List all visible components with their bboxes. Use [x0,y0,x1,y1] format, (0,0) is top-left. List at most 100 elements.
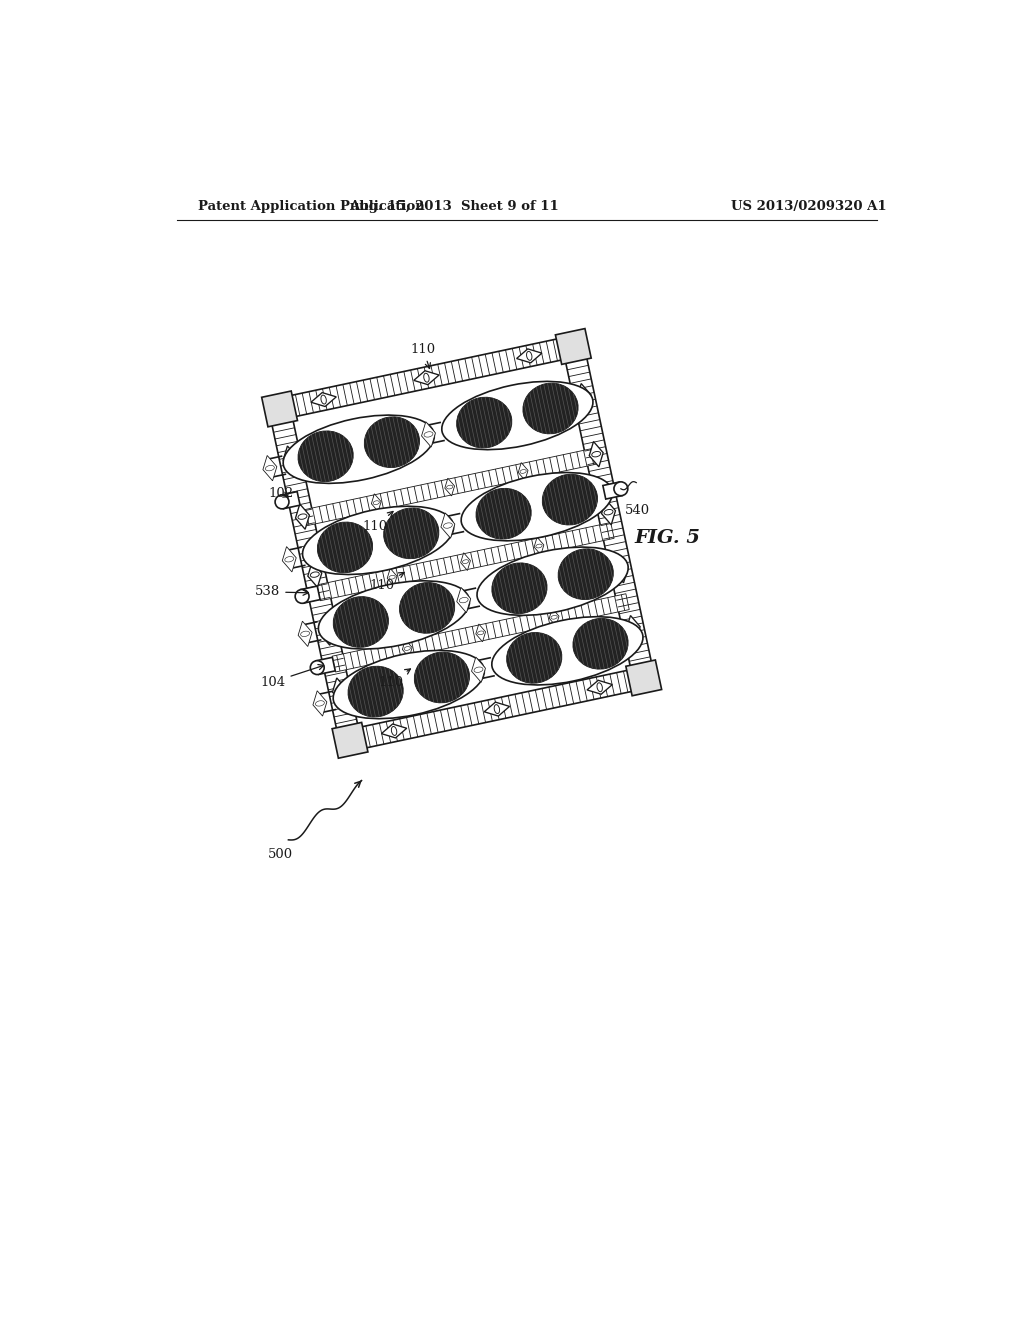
Ellipse shape [415,652,470,702]
Ellipse shape [536,544,542,548]
Polygon shape [414,371,439,384]
Ellipse shape [526,351,531,360]
Text: 538: 538 [255,585,308,598]
Ellipse shape [424,374,429,383]
Polygon shape [587,680,612,694]
Text: 110: 110 [411,343,436,368]
Ellipse shape [302,507,454,574]
Ellipse shape [335,688,344,693]
Polygon shape [457,587,471,612]
Polygon shape [284,446,297,471]
Ellipse shape [597,682,602,692]
Ellipse shape [492,616,643,685]
Polygon shape [315,657,335,675]
Ellipse shape [399,582,455,634]
Polygon shape [461,553,470,570]
Text: 500: 500 [267,847,293,861]
Ellipse shape [310,572,319,577]
Ellipse shape [459,598,468,603]
Ellipse shape [580,393,589,399]
Polygon shape [332,594,629,672]
Text: 540: 540 [625,504,650,517]
Polygon shape [301,586,321,603]
Ellipse shape [298,513,307,519]
Polygon shape [333,678,346,704]
Ellipse shape [275,495,289,508]
Ellipse shape [284,414,434,483]
Polygon shape [317,523,614,601]
Ellipse shape [520,470,526,474]
Ellipse shape [441,381,593,450]
Ellipse shape [476,488,531,539]
Polygon shape [402,640,412,657]
Ellipse shape [333,597,388,647]
Ellipse shape [301,631,309,636]
Text: US 2013/0209320 A1: US 2013/0209320 A1 [731,199,887,213]
Polygon shape [555,329,591,364]
Ellipse shape [616,568,626,573]
Polygon shape [313,690,327,715]
Polygon shape [627,615,640,640]
Ellipse shape [373,500,379,504]
Ellipse shape [404,647,411,651]
Polygon shape [484,702,510,715]
Text: 104: 104 [260,664,324,689]
Polygon shape [444,478,455,496]
Ellipse shape [365,417,420,467]
Polygon shape [476,624,485,642]
Polygon shape [321,620,334,645]
Ellipse shape [318,581,470,649]
Text: 102: 102 [268,487,293,500]
Polygon shape [296,504,309,529]
Ellipse shape [614,482,628,496]
Ellipse shape [461,473,612,541]
Polygon shape [332,722,368,758]
Ellipse shape [507,632,562,684]
Ellipse shape [443,523,453,528]
Text: Patent Application Publication: Patent Application Publication [199,199,425,213]
Polygon shape [308,562,322,587]
Ellipse shape [295,590,309,603]
Ellipse shape [389,576,395,579]
Polygon shape [577,384,591,409]
Ellipse shape [446,486,453,488]
Polygon shape [278,335,575,420]
Ellipse shape [315,701,325,706]
Ellipse shape [317,521,373,573]
Ellipse shape [285,557,294,562]
Polygon shape [549,609,559,626]
Ellipse shape [265,466,274,471]
Ellipse shape [543,474,597,525]
Ellipse shape [310,661,325,675]
Polygon shape [563,345,654,680]
Ellipse shape [424,432,433,437]
Ellipse shape [391,726,396,735]
Ellipse shape [457,397,512,447]
Polygon shape [614,557,628,583]
Polygon shape [441,513,455,539]
Polygon shape [387,569,397,586]
Polygon shape [518,462,528,480]
Ellipse shape [298,430,353,482]
Polygon shape [601,499,615,525]
Polygon shape [283,546,296,572]
Polygon shape [589,441,603,467]
Ellipse shape [348,667,403,717]
Ellipse shape [477,631,483,635]
Ellipse shape [286,455,295,461]
Polygon shape [348,668,646,751]
Text: Aug. 15, 2013  Sheet 9 of 11: Aug. 15, 2013 Sheet 9 of 11 [349,199,559,213]
Polygon shape [262,391,297,426]
Ellipse shape [604,510,613,515]
Ellipse shape [592,451,601,457]
Polygon shape [372,494,381,512]
Polygon shape [422,422,435,447]
Ellipse shape [384,508,439,558]
Ellipse shape [495,705,500,714]
Polygon shape [535,537,544,554]
Ellipse shape [477,546,628,615]
Ellipse shape [474,667,483,672]
Ellipse shape [492,562,547,614]
Ellipse shape [463,560,469,564]
Ellipse shape [323,630,332,635]
